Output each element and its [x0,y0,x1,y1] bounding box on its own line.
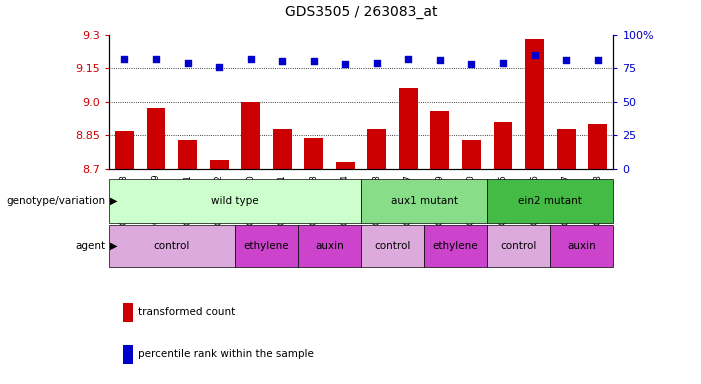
Bar [361,179,487,223]
Point [435,57,446,63]
Text: ein2 mutant: ein2 mutant [518,195,583,206]
Bar [361,225,424,267]
Point [372,60,383,66]
Text: wild type: wild type [211,195,259,206]
Bar [487,179,613,223]
Text: genotype/variation: genotype/variation [6,195,105,206]
Text: ethylene: ethylene [243,241,290,251]
Bar [550,225,613,267]
Point [245,56,257,62]
Bar [462,140,481,169]
Bar [147,108,165,169]
Bar [115,131,134,169]
Point [529,52,540,58]
Point [277,58,288,65]
Point [308,58,320,65]
Text: ▶: ▶ [110,195,118,206]
Bar [298,225,361,267]
Bar [273,129,292,169]
Text: auxin: auxin [315,241,344,251]
Text: control: control [154,241,190,251]
Text: control: control [501,241,537,251]
Point [592,57,604,63]
Bar [487,225,550,267]
Bar [241,102,260,169]
Point [151,56,162,62]
Text: ethylene: ethylene [433,241,479,251]
Bar [235,225,298,267]
Bar [424,225,487,267]
Text: GDS3505 / 263083_at: GDS3505 / 263083_at [285,5,437,19]
Bar [399,88,418,169]
Point [182,60,193,66]
Text: percentile rank within the sample: percentile rank within the sample [138,349,314,359]
Bar [557,129,576,169]
Point [340,61,351,67]
Point [214,64,225,70]
Text: auxin: auxin [567,241,597,251]
Text: aux1 mutant: aux1 mutant [390,195,458,206]
Point [498,60,509,66]
Bar [494,122,512,169]
Point [561,57,572,63]
Text: transformed count: transformed count [138,307,236,317]
Bar [304,137,323,169]
Bar [588,124,607,169]
Point [466,61,477,67]
Point [119,56,130,62]
Bar [336,162,355,169]
Text: agent: agent [75,241,105,251]
Point [403,56,414,62]
Text: ▶: ▶ [110,241,118,251]
Text: control: control [374,241,411,251]
Bar [178,140,197,169]
Bar [367,129,386,169]
Bar [109,225,235,267]
Bar [430,111,449,169]
Bar [525,39,544,169]
Bar [210,160,229,169]
Bar [109,179,361,223]
